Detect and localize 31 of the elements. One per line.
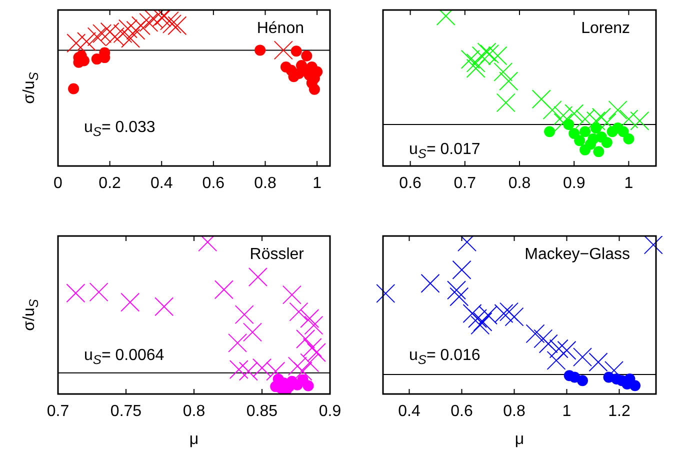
- x-tick-label: 0.9: [562, 175, 586, 192]
- x-tick-label: 1.2: [608, 403, 630, 420]
- chart-title: Lorenz: [581, 20, 630, 37]
- x-tick-label: 0.2: [98, 175, 122, 192]
- annotation: u$_{S}$= 0.033: [84, 119, 156, 139]
- chart-title: Rössler: [250, 246, 305, 263]
- x-tick-label: 0.7: [454, 175, 476, 192]
- x-tick-label: 0.8: [254, 175, 276, 192]
- x-tick-label: 1: [312, 175, 322, 192]
- x-tick-label: 0.8: [503, 403, 526, 420]
- annotation: u$_{S}$= 0.016: [409, 347, 480, 367]
- x-tick-label: 0.75: [110, 403, 142, 420]
- x-axis-title: μ: [189, 431, 199, 448]
- chart-title: Mackey−Glass: [524, 246, 630, 263]
- annotation: u$_{S}$= 0.0064: [84, 347, 164, 367]
- x-tick-label: 0: [54, 175, 63, 192]
- x-tick-label: 0.7: [46, 403, 70, 420]
- x-tick-label: 0.85: [246, 403, 278, 420]
- x-tick-label: 0.9: [318, 403, 342, 420]
- x-tick-label: 0.6: [202, 175, 225, 192]
- x-axis-title: μ: [514, 431, 524, 448]
- annotation: u$_{S}$= 0.017: [409, 141, 480, 161]
- chart-title: Hénon: [256, 20, 304, 37]
- x-tick-label: 0.4: [150, 175, 173, 192]
- x-tick-label: 1: [562, 403, 572, 420]
- x-tick-label: 0.8: [508, 175, 531, 192]
- x-tick-label: 0.6: [450, 403, 473, 420]
- x-tick-label: 0.6: [399, 175, 422, 192]
- x-tick-label: 0.4: [398, 403, 420, 420]
- x-tick-label: 0.8: [182, 403, 206, 420]
- x-tick-label: 1: [624, 175, 634, 192]
